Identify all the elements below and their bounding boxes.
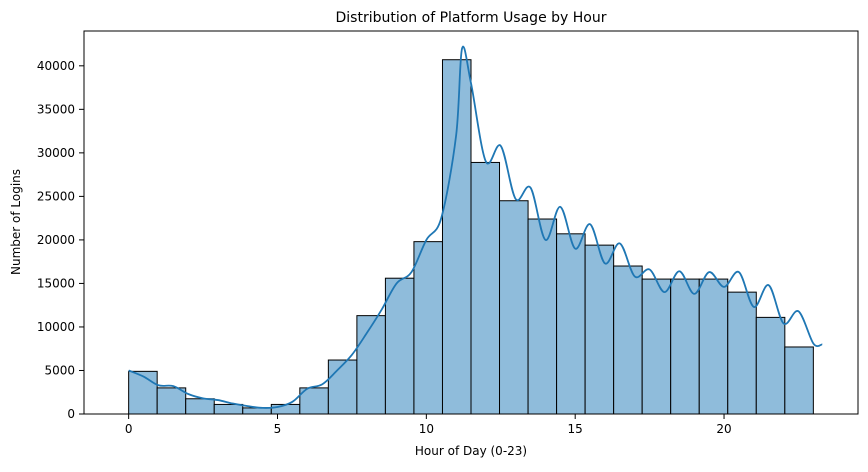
histogram-bar [327,359,358,415]
histogram-bar [727,291,757,415]
y-axis-label: Number of Logins [9,169,23,275]
histogram-bar [556,233,586,415]
histogram-bar [641,278,672,415]
x-tick-label: 15 [568,422,583,436]
y-tick-label: 20000 [37,233,75,247]
histogram-bar [698,278,729,415]
x-tick-label: 10 [419,422,434,436]
histogram-bar [185,398,215,415]
x-tick-label: 20 [716,422,731,436]
y-tick-label: 30000 [37,146,75,160]
histogram-bar [270,403,301,415]
histogram-bar [356,315,386,415]
histogram-bar [384,277,415,415]
y-tick-label: 0 [67,407,75,421]
histogram-bar [784,346,814,415]
histogram-bar [213,403,244,415]
histogram-bar [670,278,700,415]
y-tick-label: 40000 [37,59,75,73]
plot-frame [83,30,859,415]
x-tick-label: 0 [125,422,133,436]
histogram-bar [470,161,501,415]
histogram-bar [755,316,786,415]
histogram-bar [441,59,472,415]
y-tick-label: 10000 [37,320,75,334]
kde-layer [128,45,823,409]
histogram-bar [584,244,615,415]
histogram-bar [613,265,643,415]
histogram-bar [527,218,558,415]
histogram-bar [499,200,529,415]
x-axis-label: Hour of Day (0-23) [415,444,527,458]
y-tick-label: 35000 [37,102,75,116]
histogram-bar [413,241,443,415]
y-ticks-layer: 0 5000 10000 15000 20000 25000 30000 35000 40000 [37,59,84,421]
x-tick-label: 5 [274,422,282,436]
histogram-bar [128,370,158,415]
y-tick-label: 25000 [37,189,75,203]
kde-line [128,45,823,409]
histogram-bar [156,387,187,415]
chart-title: Distribution of Platform Usage by Hour [336,10,607,26]
x-ticks-layer: 0 5 10 15 20 [125,414,732,436]
y-tick-label: 5000 [44,363,75,377]
y-tick-label: 15000 [37,276,75,290]
bars-layer [128,59,814,415]
axes-layer [83,30,859,415]
